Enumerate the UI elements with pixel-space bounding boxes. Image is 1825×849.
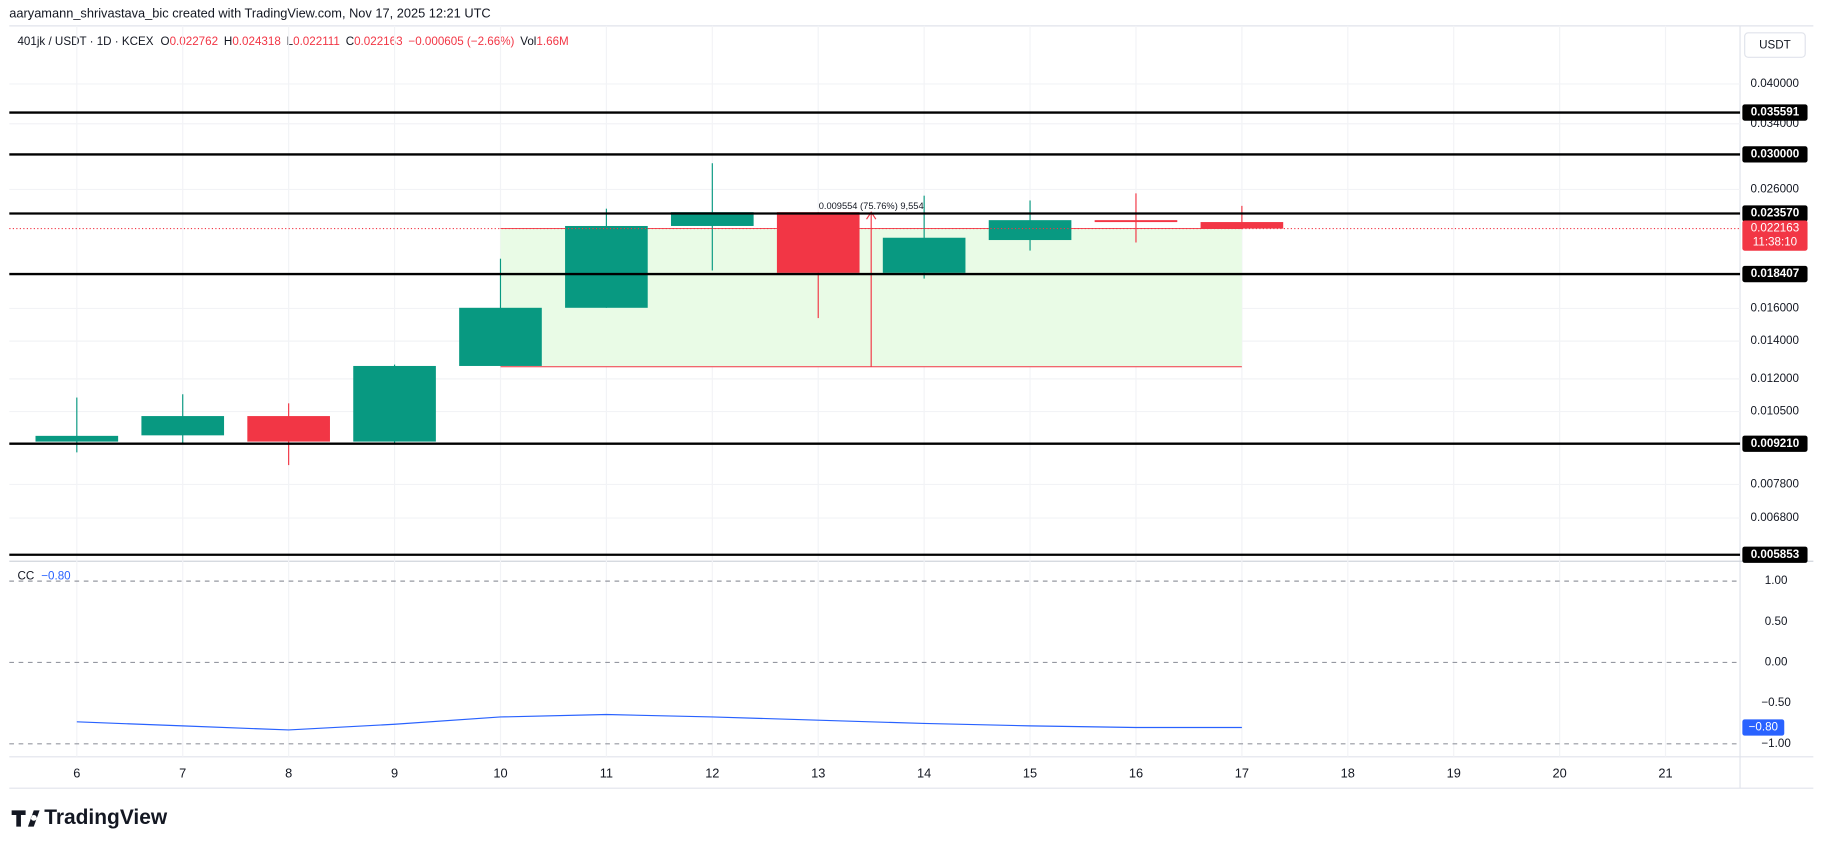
candle-body [459, 307, 542, 366]
level-label: 0.005853 [1751, 548, 1800, 561]
x-tick-label: 6 [73, 766, 80, 781]
x-tick-label: 9 [391, 766, 398, 781]
y-tick-label: 0.007800 [1751, 477, 1800, 490]
level-label-box [1742, 265, 1808, 283]
cc-y-tick-label: 1.00 [1765, 574, 1788, 587]
x-tick-label: 18 [1341, 766, 1355, 781]
x-tick-label: 7 [179, 766, 186, 781]
x-tick-label: 20 [1553, 766, 1567, 781]
brand-name[interactable]: TradingView [44, 806, 168, 829]
y-tick-label: 0.006800 [1751, 511, 1800, 524]
currency-button-box[interactable] [1744, 32, 1806, 58]
volume-value: 1.66M [536, 35, 568, 48]
candle-body [776, 212, 860, 273]
ohlc-key: H [224, 35, 232, 48]
measure-label: 0.009554 (75.76%) 9,554 [819, 201, 924, 211]
brand-icon[interactable] [11, 810, 40, 827]
symbol-legend: 401jk / USDT · 1D · KCEX O0.022762 H0.0243… [17, 35, 568, 48]
candle-body [882, 237, 966, 273]
level-label: 0.030000 [1751, 147, 1800, 160]
volume-key: Vol [520, 35, 536, 48]
measure-arrowhead [866, 211, 877, 220]
cc-y-tick-label: −1.00 [1761, 737, 1791, 750]
x-tick-label: 14 [917, 766, 931, 781]
level-label-box [1742, 546, 1808, 563]
y-tick-label: 0.012000 [1751, 372, 1800, 385]
candle-body [1200, 222, 1284, 229]
level-label-box [1742, 205, 1808, 222]
level-label-box [1742, 435, 1808, 452]
x-tick-label: 11 [600, 766, 613, 781]
cc-line [76, 713, 1242, 731]
last-price-countdown: 11:38:10 [1753, 236, 1798, 249]
cc-y-tick-label: 0.00 [1765, 656, 1788, 669]
x-tick-label: 13 [811, 766, 825, 781]
level-label: 0.023570 [1751, 207, 1800, 220]
cc-value-box [1742, 719, 1785, 736]
cc-name: CC [17, 569, 34, 582]
x-tick-label: 17 [1235, 766, 1249, 781]
candle-body [565, 225, 648, 308]
x-tick-label: 21 [1658, 766, 1672, 781]
attribution: aaryamann_shrivastava_bic created with T… [9, 6, 490, 21]
cc-legend: CC −0.80 [17, 569, 71, 582]
candle-body [247, 416, 330, 442]
currency-button-label[interactable]: USDT [1759, 39, 1791, 52]
brand-logo[interactable]: TradingView [11, 806, 168, 829]
cc-legend-value: −0.80 [41, 569, 71, 582]
x-tick-label: 16 [1129, 766, 1143, 781]
ohlc-key: C [346, 35, 354, 48]
candle-body [670, 212, 754, 226]
candle-body [35, 435, 119, 442]
x-tick-label: 19 [1447, 766, 1461, 781]
last-price-label: 0.022163 [1751, 222, 1800, 235]
y-tick-label: 0.010500 [1751, 405, 1800, 418]
candle-body [1094, 220, 1178, 223]
candle-body [988, 220, 1072, 241]
currency-button[interactable]: USDT [1744, 32, 1806, 58]
x-tick-label: 10 [493, 766, 507, 781]
ohlc-value: 0.022762 [170, 35, 219, 48]
y-tick-label: 0.014000 [1751, 334, 1800, 347]
candle-body [353, 365, 436, 442]
x-tick-label: 15 [1023, 766, 1037, 781]
ohlc-key: L [287, 35, 294, 48]
level-label: 0.009210 [1751, 437, 1800, 450]
level-label: 0.035591 [1751, 106, 1800, 119]
x-tick-label: 12 [705, 766, 719, 781]
change: −0.000605 (−2.66%) [408, 35, 514, 48]
level-label: 0.018407 [1751, 267, 1800, 280]
level-label-box [1742, 104, 1808, 121]
cc-y-tick-label: −0.50 [1761, 696, 1791, 709]
cc-value-label: −0.80 [1749, 721, 1779, 734]
cc-y-tick-label: 0.50 [1765, 615, 1788, 628]
y-tick-label: 0.040000 [1751, 77, 1800, 90]
y-tick-label: 0.026000 [1751, 183, 1800, 196]
y-tick-label: 0.016000 [1751, 301, 1800, 314]
last-price-box [1742, 220, 1808, 251]
ohlc-value: 0.024318 [232, 35, 281, 48]
level-label-box [1742, 146, 1808, 163]
x-tick-label: 8 [285, 766, 292, 781]
ohlc-value: 0.022111 [293, 35, 340, 48]
ohlc-value: 0.022163 [354, 35, 403, 48]
symbol: 401jk / USDT · 1D · KCEX [17, 35, 153, 48]
candle-body [141, 416, 225, 436]
ohlc-key: O [161, 35, 170, 48]
